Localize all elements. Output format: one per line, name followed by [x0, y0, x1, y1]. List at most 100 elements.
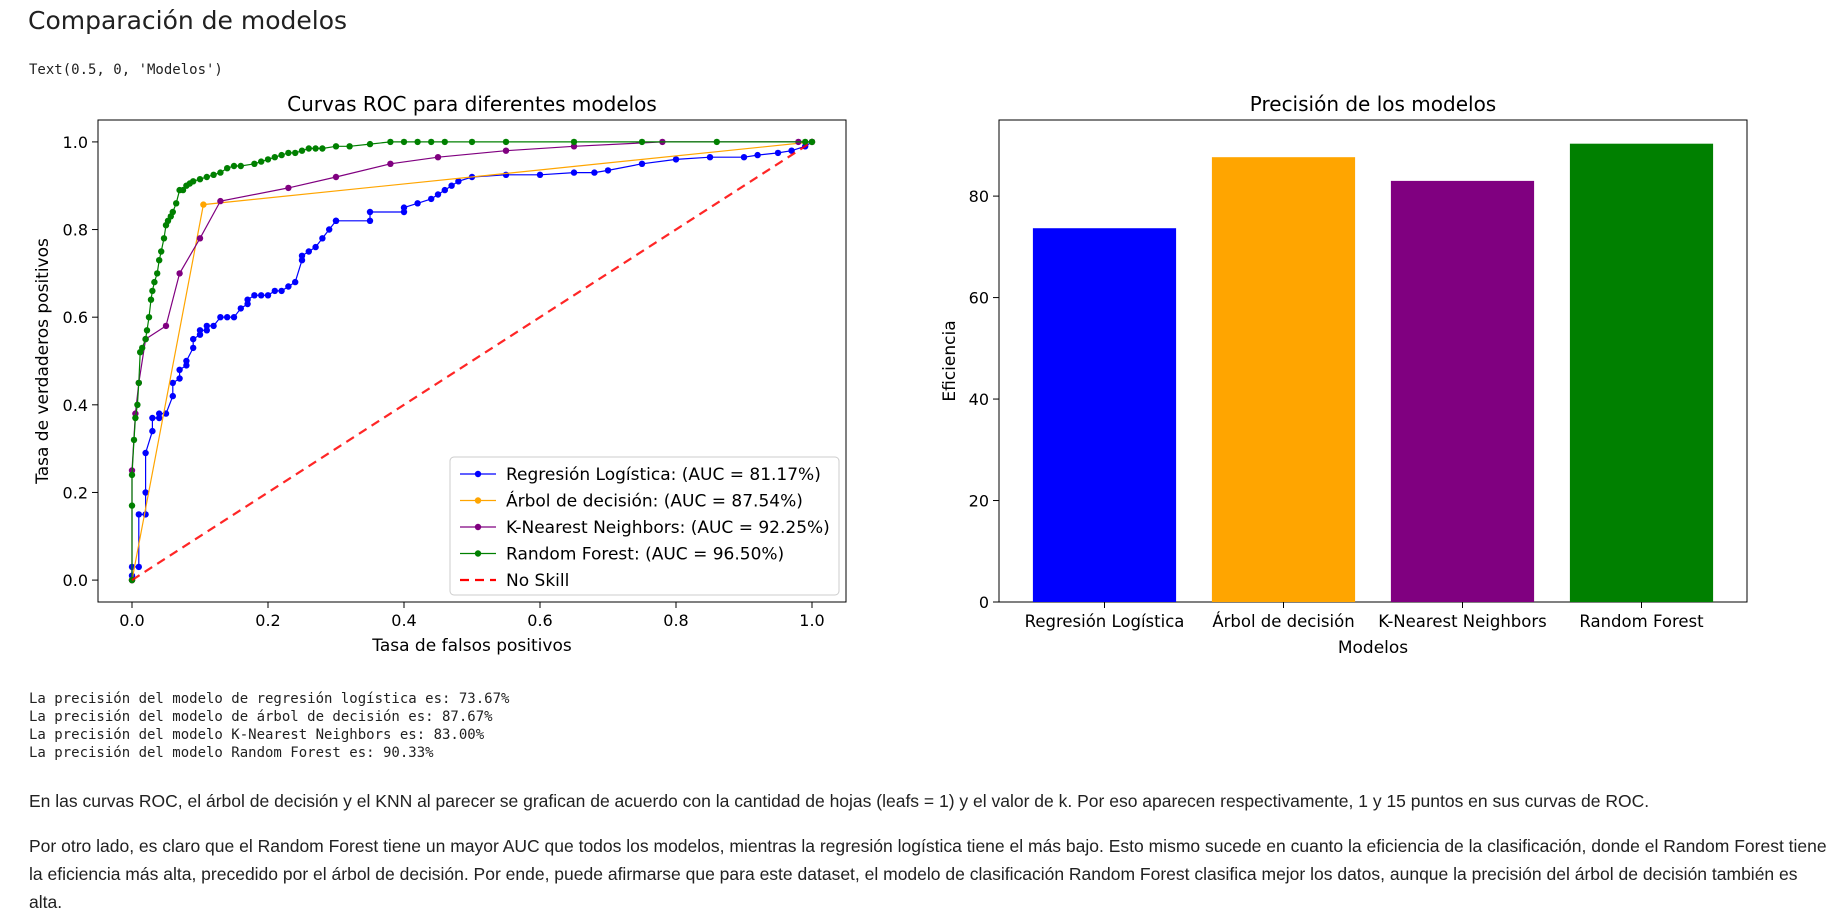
roc-data-point [441, 186, 448, 194]
bar-x-axis-label: Modelos [1338, 638, 1408, 658]
roc-data-point [264, 156, 272, 163]
roc-data-point [264, 292, 272, 299]
roc-data-point [169, 392, 176, 400]
roc-legend-label: No Skill [506, 571, 569, 591]
bar-y-tick-label: 80 [969, 187, 989, 206]
roc-data-point [203, 327, 210, 334]
bar-title: Precisión de los modelos [1250, 92, 1496, 116]
bar-y-tick-label: 0 [979, 593, 989, 612]
roc-data-point [570, 169, 578, 176]
roc-data-point [706, 154, 714, 161]
roc-data-point [258, 158, 265, 165]
roc-data-point [128, 471, 136, 479]
bar-category-label: K-Nearest Neighbors [1378, 612, 1547, 631]
roc-y-tick-label: 0.4 [63, 396, 88, 415]
output-line: La precisión del modelo K-Nearest Neighb… [29, 727, 485, 743]
roc-data-point [142, 335, 149, 343]
output-line: La precisión del modelo de regresión log… [29, 691, 510, 707]
roc-data-point [224, 165, 231, 172]
roc-legend-label: Árbol de decisión: (AUC = 87.54%) [506, 490, 803, 512]
roc-data-point [292, 278, 299, 286]
roc-data-point [244, 296, 251, 303]
roc-data-point [203, 173, 210, 181]
roc-data-point [149, 414, 156, 422]
roc-y-tick-label: 0.0 [63, 571, 88, 590]
roc-data-point [278, 287, 285, 295]
roc-data-point [346, 143, 353, 150]
paragraph-1: En las curvas ROC, el árbol de decisión … [29, 791, 1650, 811]
roc-data-point [132, 414, 139, 422]
roc-data-point [285, 184, 292, 192]
bar-category-label: Regresión Logística [1025, 612, 1185, 631]
roc-data-point [808, 138, 816, 146]
roc-data-point [428, 138, 435, 146]
roc-data-point [298, 147, 306, 154]
roc-legend-marker [474, 497, 482, 504]
roc-data-point [332, 173, 340, 181]
roc-data-point [156, 414, 163, 422]
roc-data-point [713, 138, 720, 146]
roc-x-tick-label: 0.0 [119, 611, 144, 630]
roc-data-point [135, 379, 142, 387]
roc-data-point [326, 226, 333, 233]
roc-data-point [788, 147, 795, 154]
roc-data-point [196, 235, 204, 242]
roc-data-point [190, 335, 197, 343]
roc-data-point [200, 201, 207, 208]
roc-data-point [387, 138, 394, 146]
roc-data-point [139, 344, 146, 352]
roc-data-point [162, 322, 170, 330]
roc-data-point [319, 235, 326, 242]
roc-data-point [128, 502, 136, 509]
roc-data-point [271, 154, 278, 161]
roc-y-axis-label: Tasa de verdaderos positivos [33, 238, 53, 485]
roc-data-point [502, 171, 510, 178]
roc-data-point [176, 270, 183, 277]
roc-data-point [251, 292, 258, 299]
bar [1032, 228, 1177, 602]
roc-data-point [158, 248, 165, 255]
roc-data-point [366, 217, 374, 224]
roc-data-point [448, 182, 455, 189]
roc-data-point [217, 314, 224, 321]
roc-data-point [196, 331, 204, 338]
roc-data-point [428, 195, 435, 203]
roc-data-point [143, 327, 151, 334]
roc-data-point [135, 563, 142, 571]
roc-legend-marker [474, 550, 482, 557]
roc-x-axis-label: Tasa de falsos positivos [371, 636, 572, 656]
roc-data-point [502, 147, 510, 154]
roc-data-point [169, 379, 176, 387]
roc-data-point [149, 287, 156, 295]
roc-data-point [251, 160, 258, 167]
roc-data-point [154, 270, 161, 277]
roc-data-point [173, 200, 180, 207]
roc-data-point [176, 375, 183, 382]
roc-x-tick-label: 0.6 [527, 611, 552, 630]
text-output: Text(0.5, 0, 'Modelos') [29, 62, 223, 78]
roc-x-tick-label: 0.2 [255, 611, 280, 630]
roc-data-point [434, 154, 442, 161]
roc-data-point [217, 169, 224, 176]
roc-data-point [434, 191, 442, 198]
bar-y-tick-label: 60 [969, 289, 989, 308]
roc-data-point [332, 143, 340, 150]
roc-data-point [132, 410, 139, 417]
roc-data-point [455, 178, 462, 185]
roc-x-tick-label: 1.0 [799, 611, 824, 630]
bar-category-label: Random Forest [1579, 612, 1704, 631]
roc-data-point [179, 186, 187, 194]
roc-data-point [151, 278, 158, 286]
roc-data-point [142, 489, 149, 496]
roc-data-point [638, 138, 646, 146]
roc-data-point [190, 344, 197, 352]
roc-data-point [271, 287, 278, 295]
roc-data-point [169, 208, 176, 216]
roc-legend-marker [474, 523, 482, 531]
roc-data-point [142, 449, 149, 457]
roc-data-point [130, 436, 138, 444]
roc-data-point [441, 138, 448, 146]
roc-data-point [387, 160, 394, 167]
bar [1569, 143, 1714, 603]
roc-data-point [638, 160, 646, 167]
